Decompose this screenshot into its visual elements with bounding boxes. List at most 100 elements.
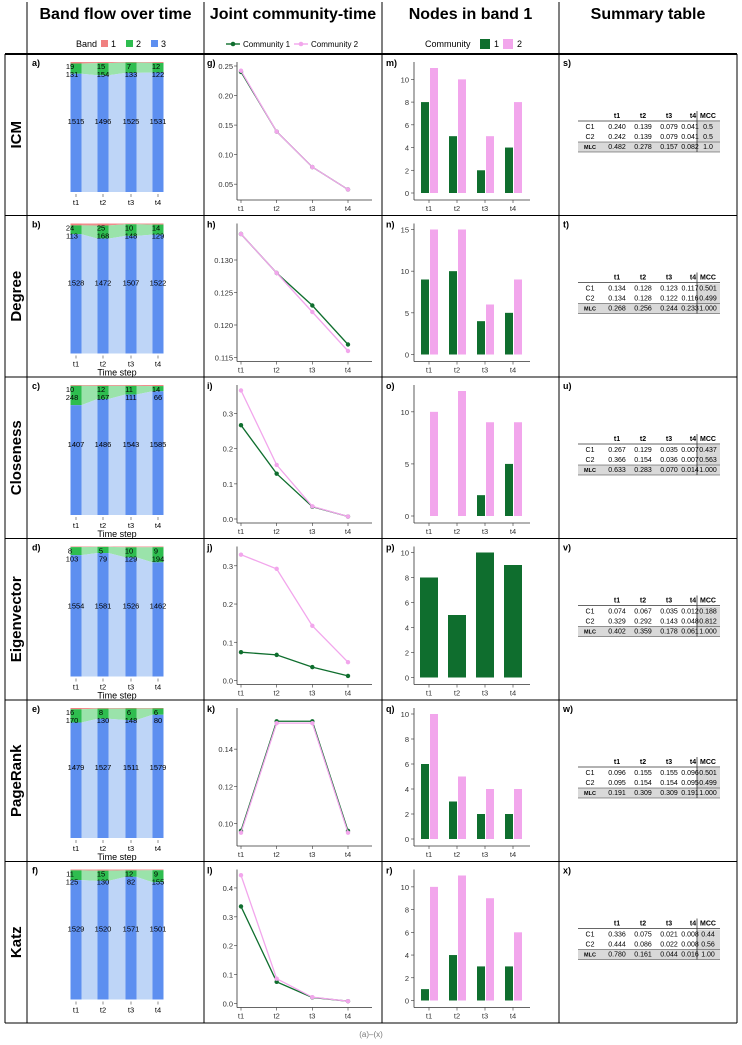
band-flow-chart: 161701479t181301527t261481511t36801579t4… [66, 708, 167, 862]
table-header: t2 [640, 436, 646, 443]
y-tick-label: 0.2 [223, 445, 233, 454]
table-cell: 0.283 [634, 467, 652, 474]
bar [449, 136, 457, 193]
table-cell: 0.499 [699, 296, 717, 303]
row-label: Eigenvector [8, 576, 25, 662]
table-cell: 0.022 [660, 942, 678, 949]
table-header: t1 [614, 921, 620, 928]
y-tick-label: 0.1 [223, 638, 233, 647]
panel-label: b) [32, 220, 41, 230]
bar-value-label: 1543 [123, 440, 140, 449]
bar [420, 578, 438, 678]
table-cell: 0.079 [660, 134, 678, 141]
flow-band [109, 553, 126, 676]
table-cell: 0.134 [608, 296, 626, 303]
bar [449, 955, 457, 1000]
bar [430, 887, 438, 1001]
table-cell: 0.128 [634, 296, 652, 303]
series-line [241, 234, 348, 351]
table-cell: 0.812 [699, 619, 717, 626]
x-tick-label: t1 [73, 521, 79, 530]
bar [486, 305, 494, 355]
x-tick-label: t3 [482, 1012, 488, 1021]
bar-value-label: 1479 [68, 763, 85, 772]
table-cell: C1 [586, 124, 595, 131]
bar [477, 814, 485, 839]
flow-band [137, 557, 153, 676]
x-tick-label: t4 [345, 689, 351, 698]
bar [486, 789, 494, 839]
x-tick-label: t1 [426, 204, 432, 213]
bar-value-label: 122 [152, 70, 165, 79]
stacked-bar-segment [71, 723, 82, 838]
series-point [274, 471, 278, 475]
bar [458, 391, 466, 516]
table-cell: 0.116 [682, 296, 699, 303]
stacked-bar-segment [98, 719, 109, 838]
table-cell: 0.188 [699, 609, 717, 616]
stacked-bar-segment [126, 557, 137, 676]
x-tick-label: t4 [345, 366, 351, 375]
table-cell: 0.008 [681, 942, 699, 949]
y-tick-label: 4 [405, 144, 409, 153]
x-tick-label: t1 [426, 1012, 432, 1021]
x-tick-label: t2 [274, 527, 280, 536]
bar [421, 102, 429, 193]
series-point [310, 165, 314, 169]
stacked-bar-segment [98, 75, 109, 192]
table-cell: 0.074 [608, 609, 626, 616]
panel-label: h) [207, 220, 216, 230]
table-cell: C1 [586, 932, 595, 939]
table-cell: 0.096 [681, 770, 699, 777]
y-tick-label: 0.125 [214, 289, 233, 298]
bar [421, 764, 429, 839]
stacked-bar-segment [126, 395, 137, 515]
y-tick-label: 15 [401, 226, 409, 235]
x-tick-label: t1 [426, 850, 432, 859]
table-cell: 0.129 [634, 447, 652, 454]
flow-band [82, 880, 98, 999]
x-tick-label: t4 [345, 527, 351, 536]
table-cell: MLC [584, 791, 596, 797]
table-cell: 0.309 [660, 790, 678, 797]
x-tick-label: t4 [155, 844, 161, 853]
table-cell: 0.336 [608, 932, 626, 939]
stacked-bar-segment [71, 547, 82, 548]
table-cell: 0.123 [660, 286, 678, 293]
series-point [239, 831, 243, 835]
row-label: Closeness [8, 420, 25, 495]
series-point [346, 660, 350, 664]
y-tick-label: 0.10 [218, 151, 233, 160]
y-tick-label: 0 [405, 674, 409, 683]
bar [505, 814, 513, 839]
series-line [241, 875, 348, 1001]
table-cell: 0.268 [608, 306, 626, 313]
table-cell: 1.00 [701, 952, 715, 959]
bar-value-label: 1462 [150, 602, 167, 611]
table-cell: 0.292 [634, 619, 652, 626]
x-tick-label: t4 [155, 360, 161, 369]
table-cell: 0.155 [634, 770, 652, 777]
flow-band [109, 385, 126, 386]
x-tick-label: t1 [73, 844, 79, 853]
table-cell: 0.5 [703, 134, 713, 141]
bar [514, 280, 522, 355]
figure-footer: (a)–(x) [359, 1030, 383, 1039]
x-tick-label: t4 [155, 683, 161, 692]
x-tick-label: t2 [274, 850, 280, 859]
table-header: t4 [690, 436, 696, 443]
y-tick-label: 0.25 [218, 62, 233, 71]
table-cell: 0.035 [660, 447, 678, 454]
table-cell: 0.007 [681, 457, 699, 464]
flow-band [137, 72, 153, 192]
legend-swatch [151, 40, 158, 47]
bar-value-label: 1472 [95, 279, 112, 288]
bar [477, 966, 485, 1000]
bar-value-label: 131 [66, 70, 79, 79]
table-cell: 0.041 [681, 124, 699, 131]
x-tick-label: t1 [426, 527, 432, 536]
series-point [239, 423, 243, 427]
table-header: MCC [700, 113, 716, 120]
